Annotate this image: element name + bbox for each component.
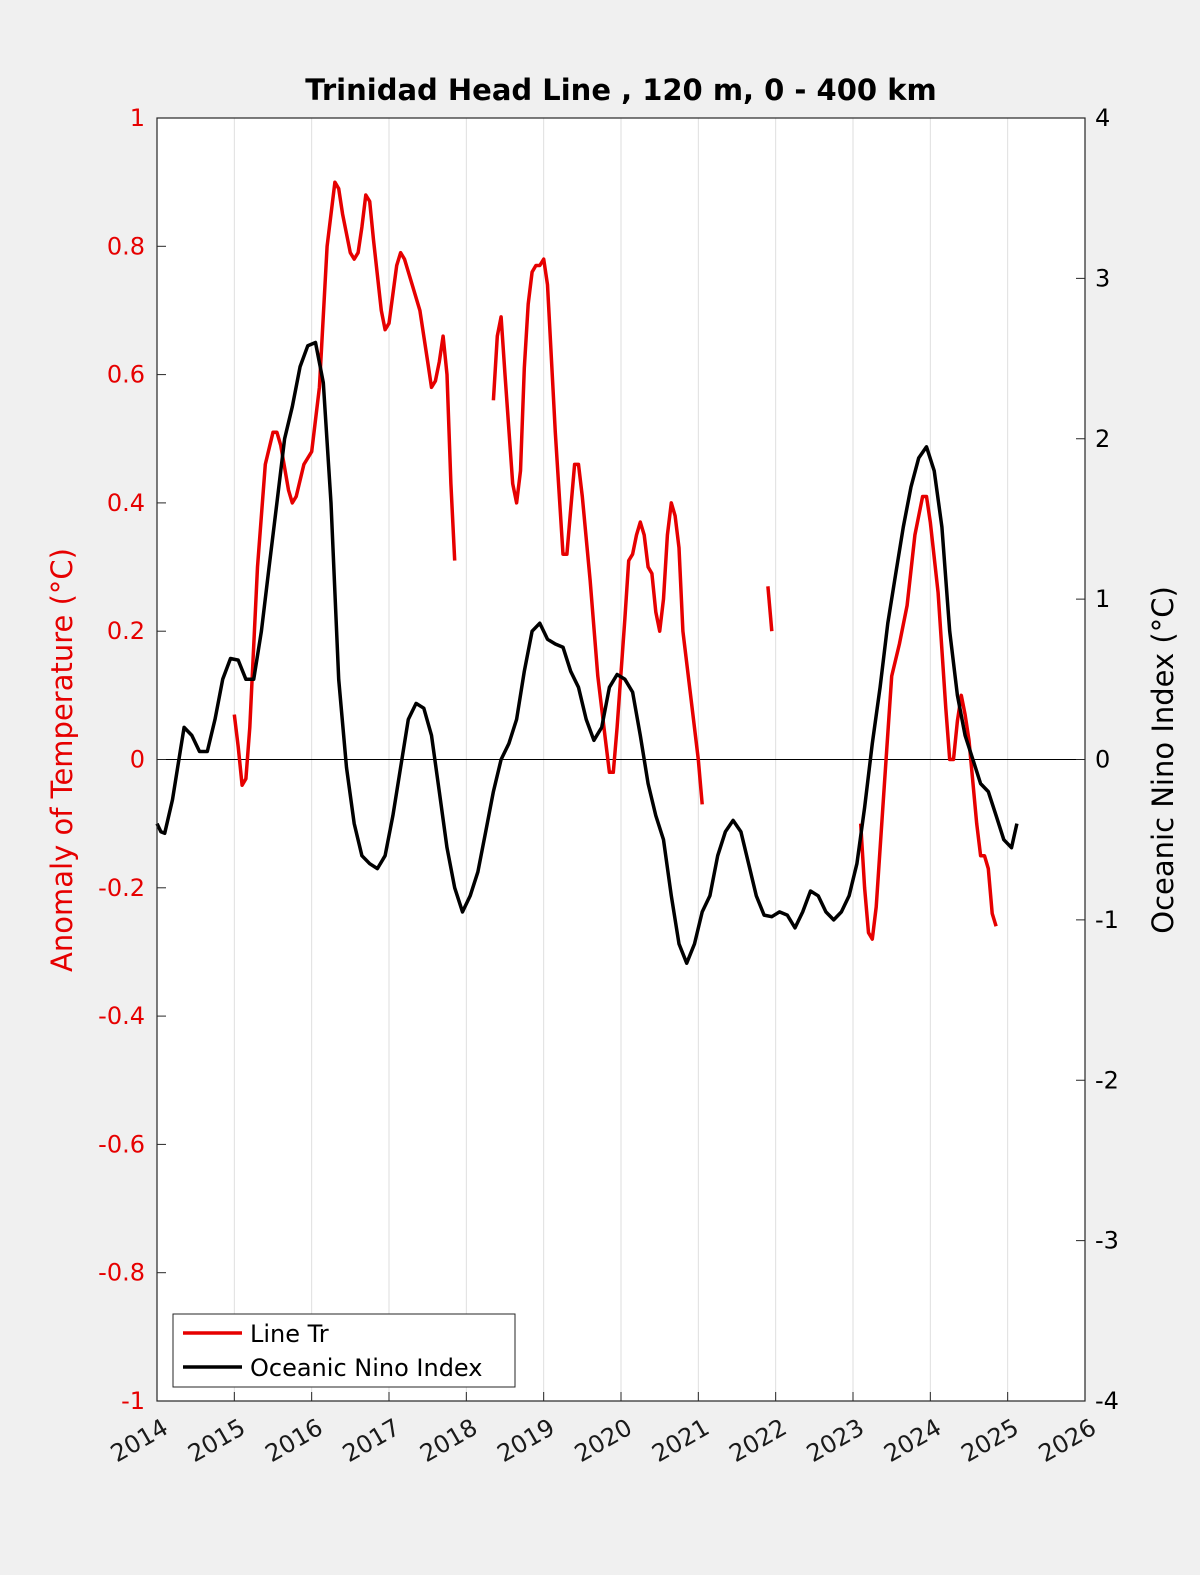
right-tick-label: 0 bbox=[1095, 746, 1110, 774]
right-tick-label: -4 bbox=[1095, 1387, 1119, 1415]
right-tick-label: -1 bbox=[1095, 906, 1119, 934]
series-layer bbox=[155, 180, 1019, 965]
right-tick-label: 4 bbox=[1095, 104, 1110, 132]
right-axis-label: Oceanic Nino Index (°C) bbox=[1146, 586, 1180, 934]
right-tick-label: 2 bbox=[1095, 425, 1110, 453]
right-tick-label: -3 bbox=[1095, 1227, 1119, 1255]
series-line-tr-segment-2 bbox=[766, 586, 774, 632]
right-axis-ticks: -4 -3 -2 -1 0 1 2 3 4 bbox=[1076, 104, 1119, 1415]
left-tick-label: -0.4 bbox=[98, 1002, 145, 1030]
left-tick-label: 0 bbox=[130, 746, 145, 774]
right-tick-label: 1 bbox=[1095, 585, 1110, 613]
left-tick-label: 1 bbox=[130, 104, 145, 132]
left-tick-label: -1 bbox=[121, 1387, 145, 1415]
right-tick-label: -2 bbox=[1095, 1066, 1119, 1094]
series-line-tr-segment-0 bbox=[232, 180, 457, 787]
series-line-tr-segment-3 bbox=[858, 494, 998, 941]
left-tick-label: -0.2 bbox=[98, 874, 145, 902]
left-tick-label: 0.8 bbox=[107, 232, 145, 260]
right-tick-label: 3 bbox=[1095, 264, 1110, 292]
left-axis-ticks: -1 -0.8 -0.6 -0.4 -0.2 0 0.2 0.4 0.6 0.8 1 bbox=[98, 104, 166, 1415]
series-line-tr-segment-1 bbox=[491, 257, 704, 805]
left-tick-label: 0.4 bbox=[107, 489, 145, 517]
legend-label-oni: Oceanic Nino Index bbox=[250, 1354, 482, 1382]
legend-box bbox=[172, 1313, 516, 1388]
left-tick-label: 0.6 bbox=[107, 361, 145, 389]
legend: Line Tr Oceanic Nino Index bbox=[172, 1313, 516, 1388]
left-axis-label: Anomaly of Temperature (°C) bbox=[45, 548, 79, 972]
chart-title: Trinidad Head Line , 120 m, 0 - 400 km bbox=[305, 73, 936, 107]
left-tick-label: -0.6 bbox=[98, 1130, 145, 1158]
legend-label-line-tr: Line Tr bbox=[250, 1320, 329, 1348]
left-tick-label: 0.2 bbox=[107, 617, 145, 645]
left-tick-label: -0.8 bbox=[98, 1259, 145, 1287]
series-oni-segment-0 bbox=[155, 340, 1019, 965]
